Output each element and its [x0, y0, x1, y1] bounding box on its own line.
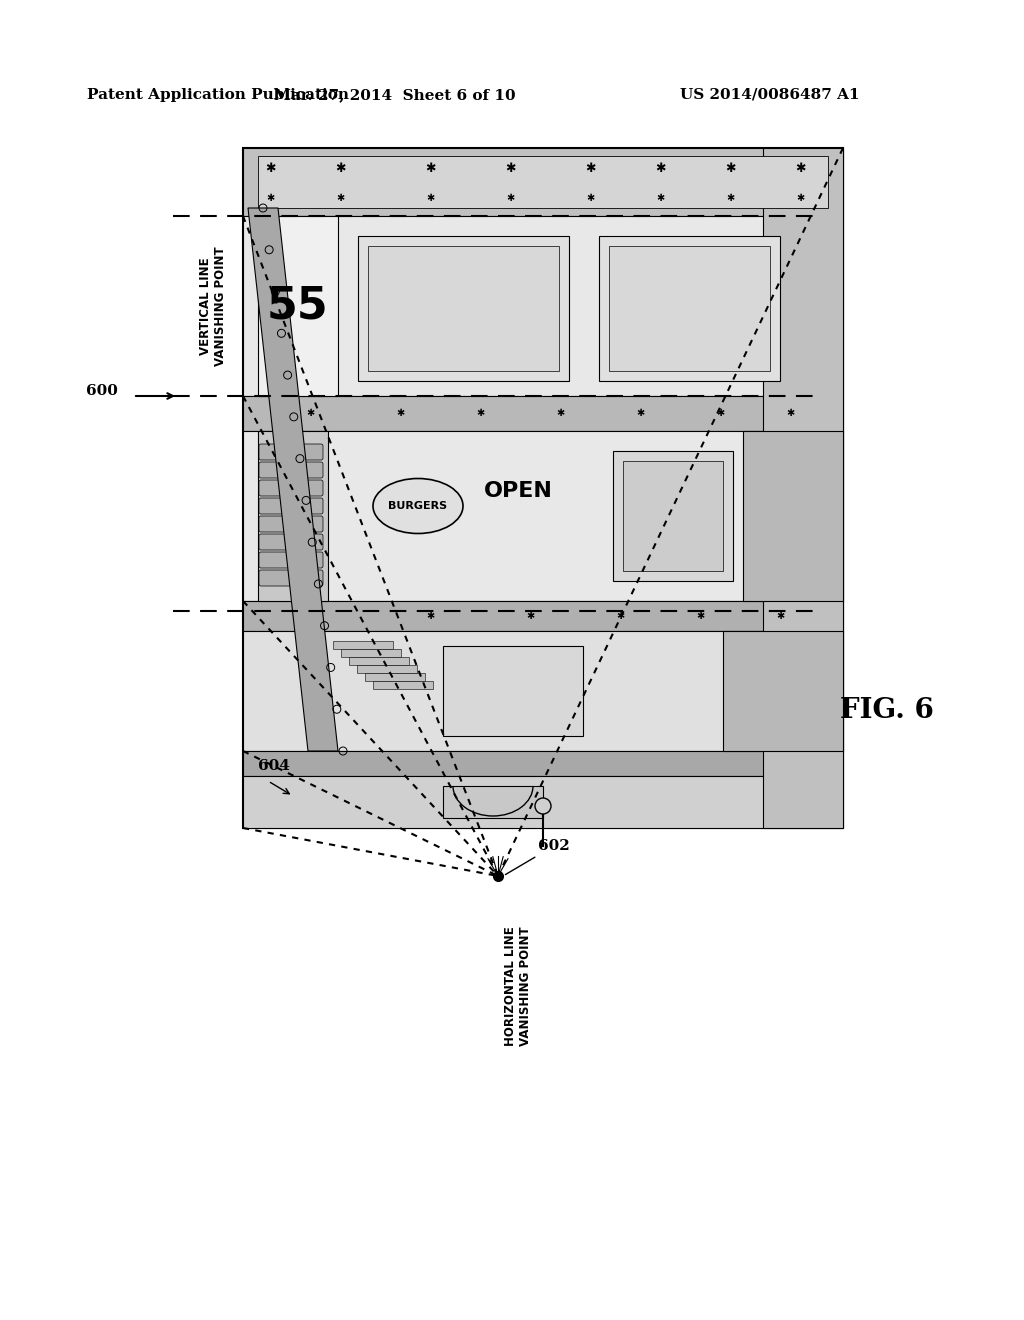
Text: BURGERS: BURGERS: [388, 502, 447, 511]
Bar: [599, 236, 780, 381]
Text: ✱: ✱: [726, 193, 734, 203]
Bar: [443, 645, 583, 737]
Text: ✱: ✱: [336, 193, 344, 203]
Bar: [613, 451, 733, 581]
Text: Patent Application Publication: Patent Application Publication: [87, 88, 349, 102]
Text: ✱: ✱: [786, 408, 794, 418]
Polygon shape: [248, 209, 338, 751]
FancyBboxPatch shape: [259, 570, 323, 586]
Text: ✱: ✱: [776, 611, 784, 620]
Text: ✱: ✱: [506, 193, 514, 203]
Text: ✱: ✱: [396, 408, 404, 418]
Bar: [357, 665, 417, 673]
Bar: [358, 236, 569, 381]
Text: 55: 55: [267, 285, 329, 327]
Bar: [373, 681, 433, 689]
Bar: [258, 432, 328, 601]
Text: 600: 600: [86, 384, 118, 399]
Text: ✱: ✱: [426, 193, 434, 203]
Bar: [243, 776, 843, 828]
FancyBboxPatch shape: [259, 480, 323, 496]
Bar: [609, 246, 770, 371]
Text: ✱: ✱: [306, 611, 314, 620]
Bar: [333, 642, 393, 649]
Circle shape: [535, 799, 551, 814]
Text: ✱: ✱: [335, 161, 345, 174]
Text: ✱: ✱: [654, 161, 666, 174]
Bar: [365, 673, 425, 681]
FancyBboxPatch shape: [259, 535, 323, 550]
Bar: [341, 649, 401, 657]
Text: ✱: ✱: [696, 611, 705, 620]
Text: OPEN: OPEN: [483, 480, 552, 502]
Text: ✱: ✱: [426, 611, 434, 620]
FancyBboxPatch shape: [259, 444, 323, 459]
Bar: [743, 432, 843, 601]
Bar: [243, 751, 843, 776]
Text: 604: 604: [258, 759, 290, 774]
Bar: [443, 785, 543, 818]
Text: ✱: ✱: [795, 161, 805, 174]
Bar: [243, 631, 843, 751]
Bar: [243, 396, 843, 432]
Text: ✱: ✱: [505, 161, 515, 174]
FancyBboxPatch shape: [259, 516, 323, 532]
Text: VERTICAL LINE
VANISHING POINT: VERTICAL LINE VANISHING POINT: [199, 247, 227, 366]
Text: ✱: ✱: [586, 193, 594, 203]
FancyBboxPatch shape: [259, 462, 323, 478]
Bar: [243, 216, 843, 396]
Text: ✱: ✱: [725, 161, 735, 174]
Bar: [243, 148, 843, 216]
Text: ✱: ✱: [556, 408, 564, 418]
Text: 602: 602: [506, 840, 569, 875]
FancyBboxPatch shape: [259, 498, 323, 513]
Bar: [258, 156, 828, 209]
Text: ✱: ✱: [656, 193, 664, 203]
Text: ✱: ✱: [266, 193, 274, 203]
Ellipse shape: [373, 479, 463, 533]
Text: ✱: ✱: [616, 611, 624, 620]
Bar: [763, 148, 843, 828]
Text: ✱: ✱: [526, 611, 535, 620]
Bar: [243, 148, 843, 828]
Text: ✱: ✱: [476, 408, 484, 418]
Bar: [368, 246, 559, 371]
Text: FIG. 6: FIG. 6: [840, 697, 934, 723]
Text: ✱: ✱: [796, 193, 804, 203]
Text: HORIZONTAL LINE
VANISHING POINT: HORIZONTAL LINE VANISHING POINT: [504, 927, 532, 1045]
Text: ✱: ✱: [716, 408, 724, 418]
Text: ✱: ✱: [425, 161, 435, 174]
FancyBboxPatch shape: [259, 552, 323, 568]
Bar: [243, 432, 843, 601]
Bar: [723, 631, 843, 751]
Text: ✱: ✱: [636, 408, 644, 418]
Bar: [623, 461, 723, 572]
Bar: [243, 148, 843, 828]
Bar: [243, 601, 843, 631]
Text: ✱: ✱: [585, 161, 595, 174]
Text: ✱: ✱: [306, 408, 314, 418]
Bar: [349, 657, 409, 665]
Text: Mar. 27, 2014  Sheet 6 of 10: Mar. 27, 2014 Sheet 6 of 10: [274, 88, 516, 102]
Text: ✱: ✱: [265, 161, 275, 174]
Bar: [258, 216, 338, 396]
Text: US 2014/0086487 A1: US 2014/0086487 A1: [680, 88, 859, 102]
